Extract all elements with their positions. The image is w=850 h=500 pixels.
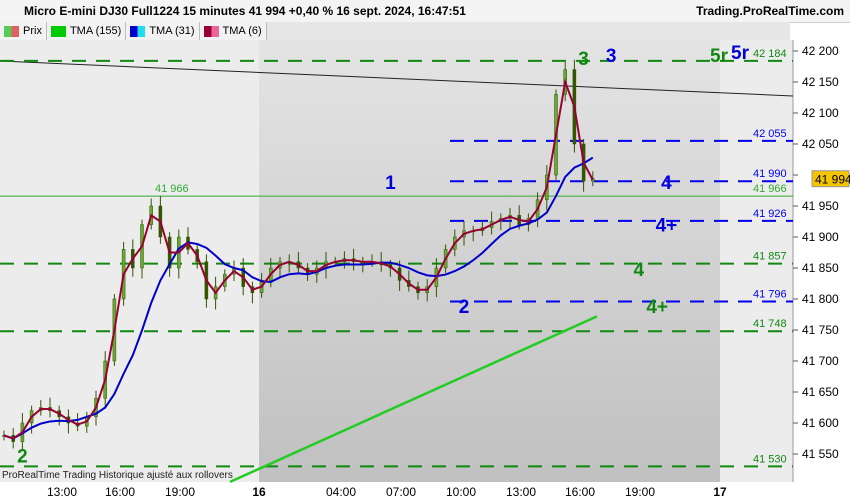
last-price-label: 41 994 — [815, 173, 850, 187]
x-tick-label: 19:00 — [625, 485, 655, 499]
level-label: 42 184 — [753, 48, 787, 60]
wave-label: 4 — [661, 173, 672, 194]
x-tick-label: 13:00 — [47, 485, 77, 499]
y-tick-label: 42 200 — [802, 44, 839, 58]
level-label: 41 926 — [753, 208, 787, 220]
y-tick-label: 41 750 — [802, 323, 839, 337]
x-tick-label: 07:00 — [386, 485, 416, 499]
level-label: 41 530 — [753, 453, 787, 465]
legend-swatch — [130, 25, 146, 37]
wave-label: 3 — [578, 49, 589, 70]
tma6-line — [3, 78, 594, 440]
title-bar: Micro E-mini DJ30 Full1224 15 minutes 41… — [0, 0, 850, 23]
legend-label: TMA (31) — [149, 25, 195, 37]
legend-label: TMA (6) — [222, 25, 262, 37]
legend-item[interactable]: TMA (31) — [126, 22, 200, 40]
legend-swatch — [4, 25, 19, 37]
y-tick-label: 42 150 — [802, 75, 839, 89]
y-tick-label: 42 050 — [802, 137, 839, 151]
x-tick-label: 10:00 — [446, 485, 476, 499]
wave-label: 5r — [710, 46, 729, 67]
level-label: 42 055 — [753, 128, 787, 140]
legend-item[interactable]: TMA (155) — [46, 22, 127, 40]
legend-swatch — [203, 25, 219, 37]
x-tick-label: 04:00 — [326, 485, 356, 499]
indicator-legend: Prix TMA (155) TMA (31) TMA (6) — [0, 22, 790, 40]
time-axis — [0, 482, 850, 500]
last-price-tag — [811, 170, 850, 188]
x-tick-label: 16:00 — [105, 485, 135, 499]
y-tick-label: 41 950 — [802, 199, 839, 213]
level-label: 41 796 — [753, 288, 787, 300]
wave-label: 2 — [459, 297, 470, 318]
level-label: 41 748 — [753, 318, 787, 330]
instrument-title: Micro E-mini DJ30 Full1224 15 minutes 41… — [24, 4, 466, 18]
y-tick-label: 41 700 — [802, 354, 839, 368]
footer-note: ProRealTime Trading Historique ajusté au… — [2, 470, 233, 481]
x-tick-label: 13:00 — [506, 485, 536, 499]
wave-label: 2 — [17, 446, 28, 467]
y-tick-label: 41 900 — [802, 230, 839, 244]
y-tick-label: 41 550 — [802, 447, 839, 461]
y-tick-label: 41 850 — [802, 261, 839, 275]
wave-label: 1 — [385, 173, 396, 194]
wave-label: 4+ — [656, 215, 678, 236]
session-shade — [259, 40, 720, 482]
wave-label: 5r — [731, 43, 750, 64]
tma31-line — [3, 156, 594, 440]
y-tick-label: 42 100 — [802, 106, 839, 120]
tma155-line — [229, 315, 598, 484]
legend-label: Prix — [23, 25, 42, 37]
x-tick-label: 16 — [252, 485, 266, 499]
price-axis — [793, 40, 850, 482]
y-tick-label: 41 650 — [802, 385, 839, 399]
y-tick-label: 41 800 — [802, 292, 839, 306]
wave-label: 3 — [606, 46, 617, 67]
level-label: 41 990 — [753, 168, 787, 180]
x-tick-label: 16:00 — [565, 485, 595, 499]
wave-label: 4+ — [646, 297, 668, 318]
wave-label: 4 — [634, 260, 645, 281]
y-tick-label: 41 600 — [802, 416, 839, 430]
legend-item[interactable]: TMA (6) — [199, 22, 267, 40]
level-label: 41 966 — [753, 183, 787, 195]
brand: Trading.ProRealTime.com — [696, 4, 844, 18]
trendline[interactable] — [0, 60, 794, 97]
legend-label: TMA (155) — [69, 25, 122, 37]
x-tick-label: 19:00 — [165, 485, 195, 499]
legend-item[interactable]: Prix — [0, 22, 47, 40]
x-tick-label: 17 — [713, 485, 727, 499]
legend-swatch — [50, 25, 66, 37]
level-label: 41 966 — [155, 183, 189, 195]
level-label: 41 857 — [753, 251, 787, 263]
